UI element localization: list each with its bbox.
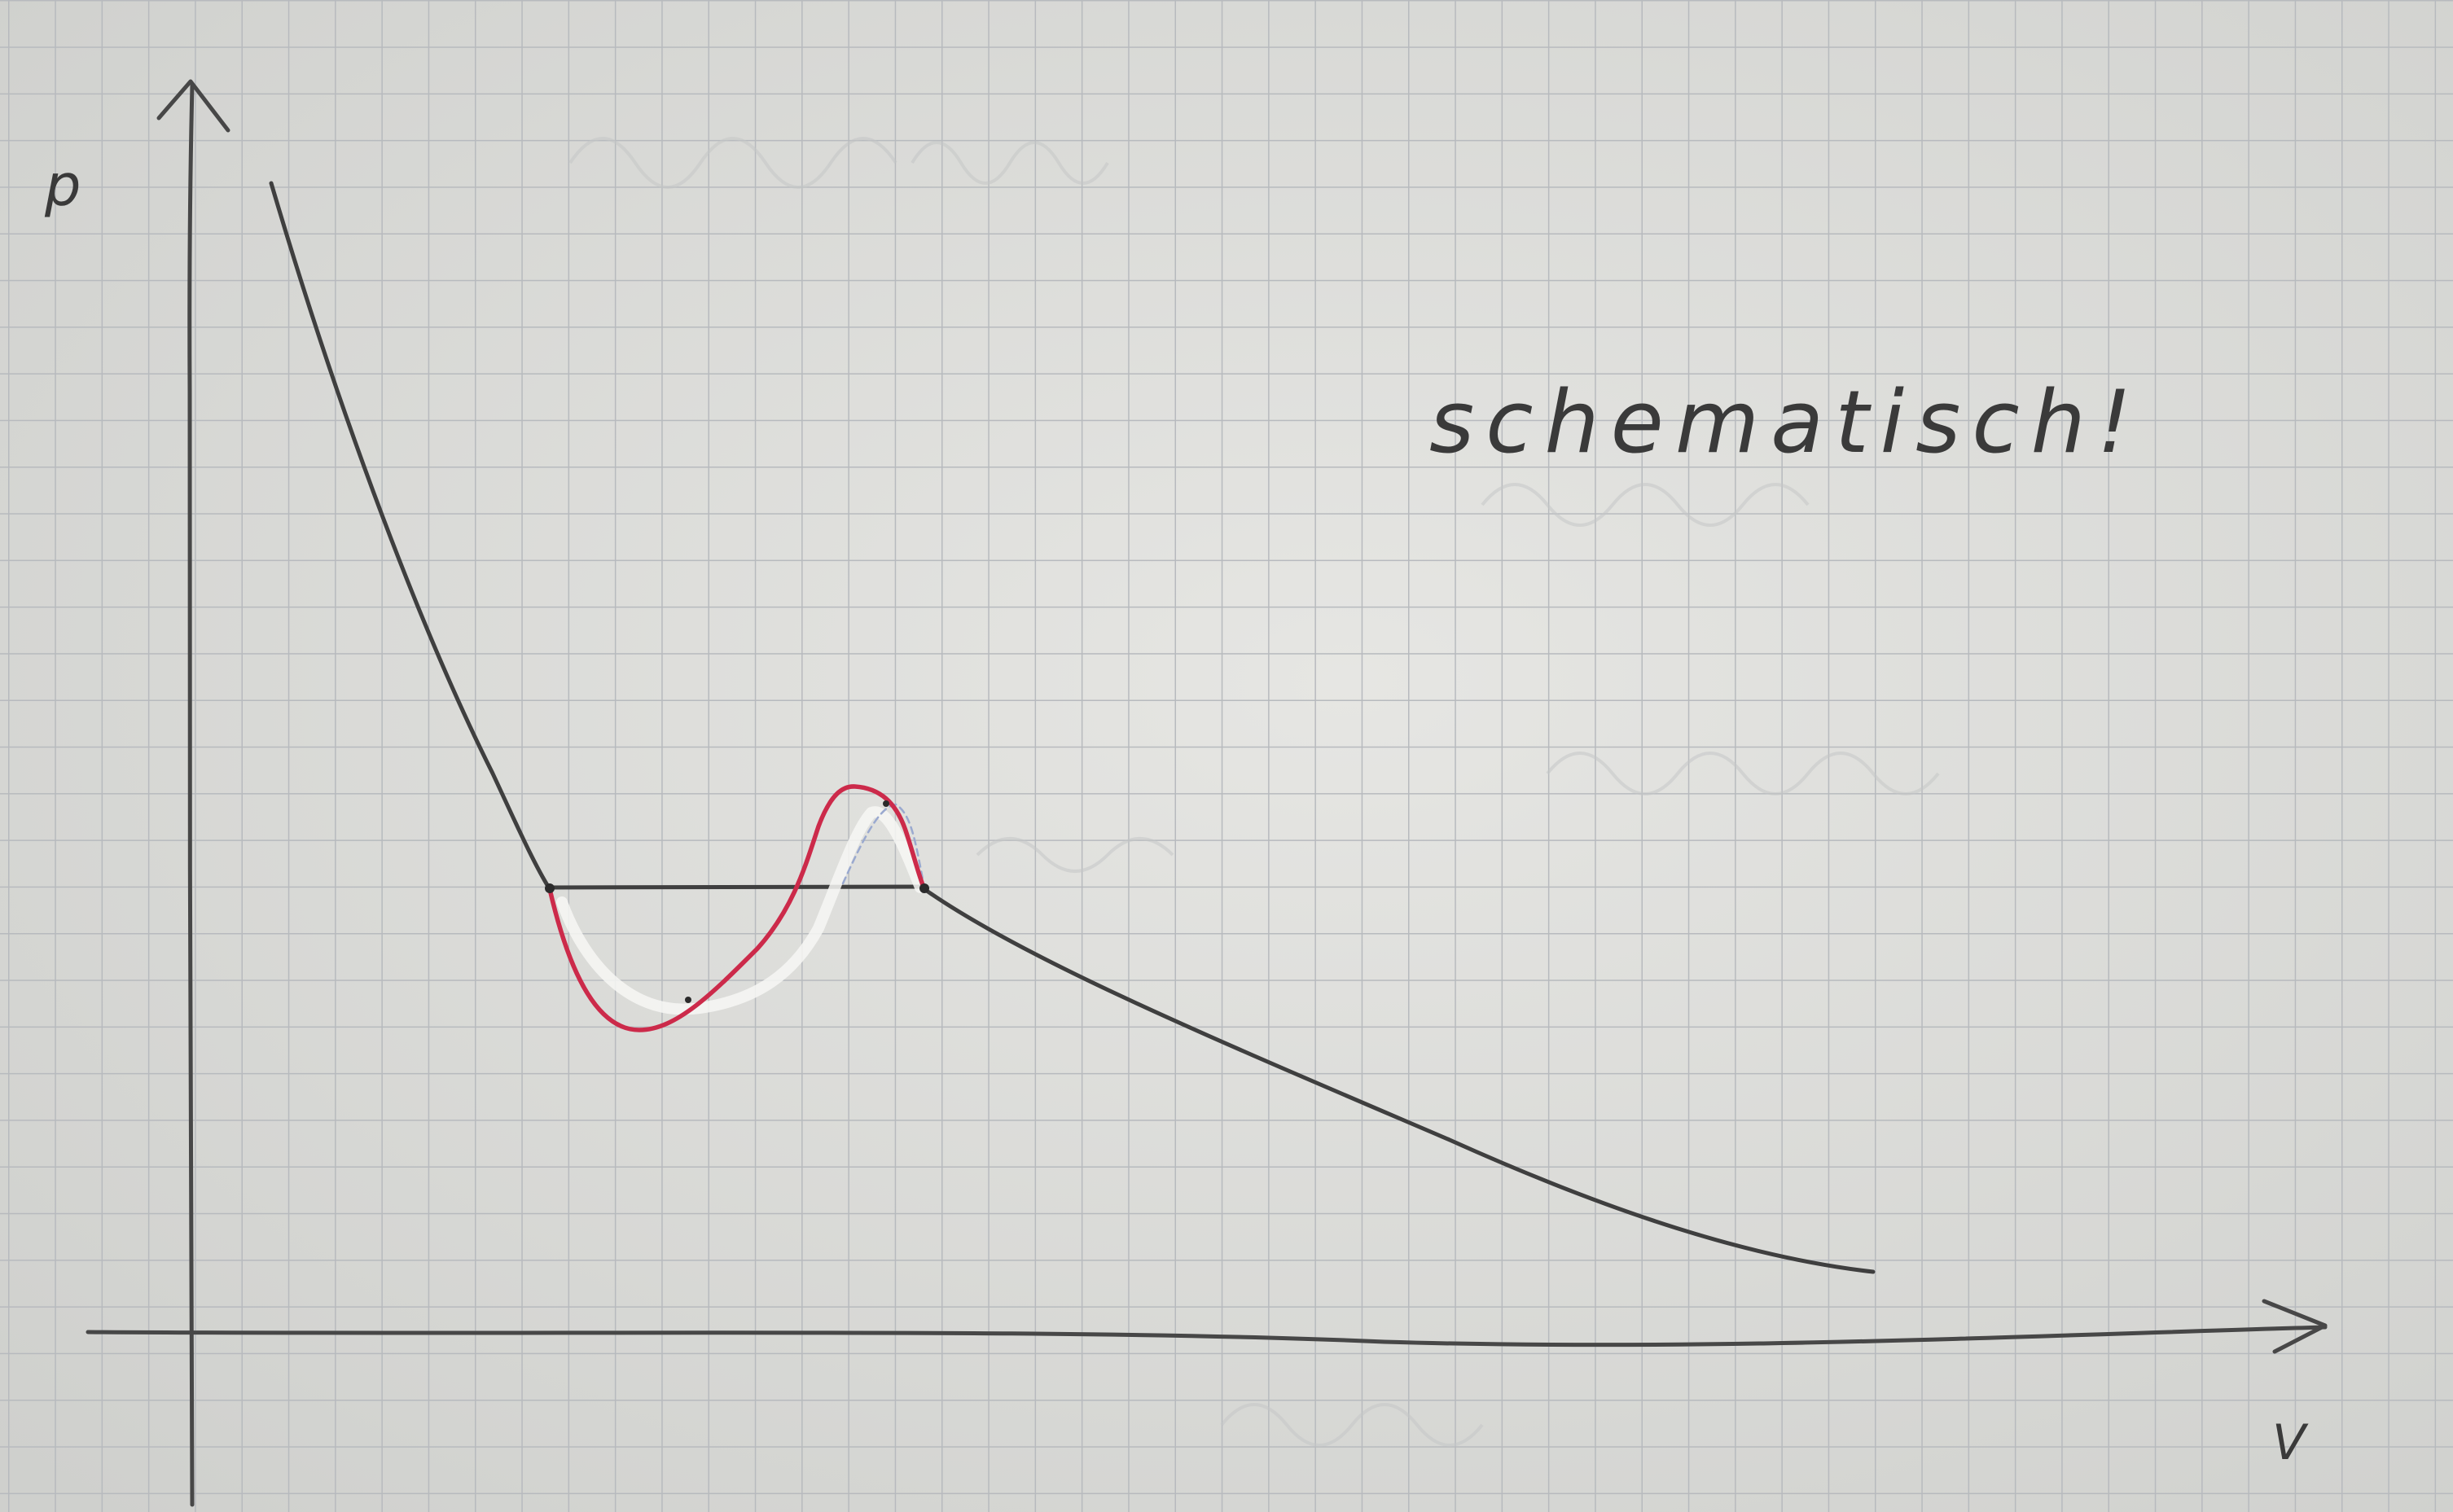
van-der-waals-loop <box>547 784 927 1032</box>
x-axis-label: V <box>2272 1414 2309 1471</box>
marker-right <box>919 883 929 893</box>
marker-bottom <box>685 997 691 1003</box>
y-axis-arrow <box>156 79 230 133</box>
faint-blue-loop <box>841 803 926 889</box>
y-axis-label: p <box>44 152 81 219</box>
x-axis-arrow <box>2262 1299 2328 1354</box>
show-through-text <box>568 137 1940 1447</box>
isotherm-right <box>922 887 1876 1274</box>
marker-top <box>883 800 889 807</box>
y-axis <box>187 83 195 1507</box>
marker-left <box>545 883 555 893</box>
schematic-note: schematisch! <box>1429 372 2143 472</box>
isotherm-left <box>269 181 552 892</box>
curves <box>269 181 1876 1274</box>
x-axis <box>86 1325 2328 1348</box>
axes <box>86 79 2328 1507</box>
